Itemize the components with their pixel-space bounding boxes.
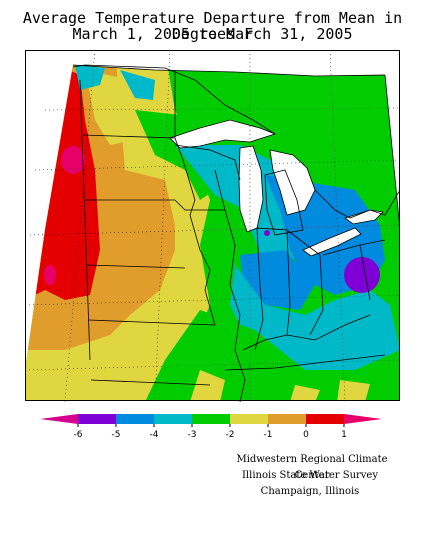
legend-tick-label: 1: [341, 430, 347, 438]
legend-tick-label: -4: [150, 430, 159, 438]
legend-tick-label: -3: [188, 430, 197, 438]
legend-tick-label: -2: [226, 430, 235, 438]
credit-line-3: Champaign, Illinois: [260, 486, 360, 497]
legend-color-swatch: [154, 414, 192, 424]
legend-arrow-high: [344, 414, 382, 424]
legend-color-swatch: [116, 414, 154, 424]
legend-tick-label: 0: [303, 430, 309, 438]
legend-arrow-low: [40, 414, 78, 424]
temperature-departure-map: [25, 50, 400, 402]
map-title-line-1: Average Temperature Departure from Mean …: [22, 9, 403, 43]
credit-line-2: Illinois State Water Survey: [241, 470, 378, 481]
legend-tick-label: -1: [264, 430, 273, 438]
legend-tick-label: -6: [74, 430, 83, 438]
legend-tick-label: -5: [112, 430, 121, 438]
credit-line-1: Midwestern Regional Climate Center: [236, 454, 388, 481]
legend-color-swatch: [230, 414, 268, 424]
color-scale-legend: -6 -5 -4 -3 -2 -1 0 1: [40, 414, 382, 438]
map-title-line-2: March 1, 2005 to March 31, 2005: [72, 25, 353, 43]
legend-color-swatch: [268, 414, 306, 424]
legend-color-swatch: [192, 414, 230, 424]
legend-color-swatch: [306, 414, 344, 424]
legend-color-swatch: [78, 414, 116, 424]
